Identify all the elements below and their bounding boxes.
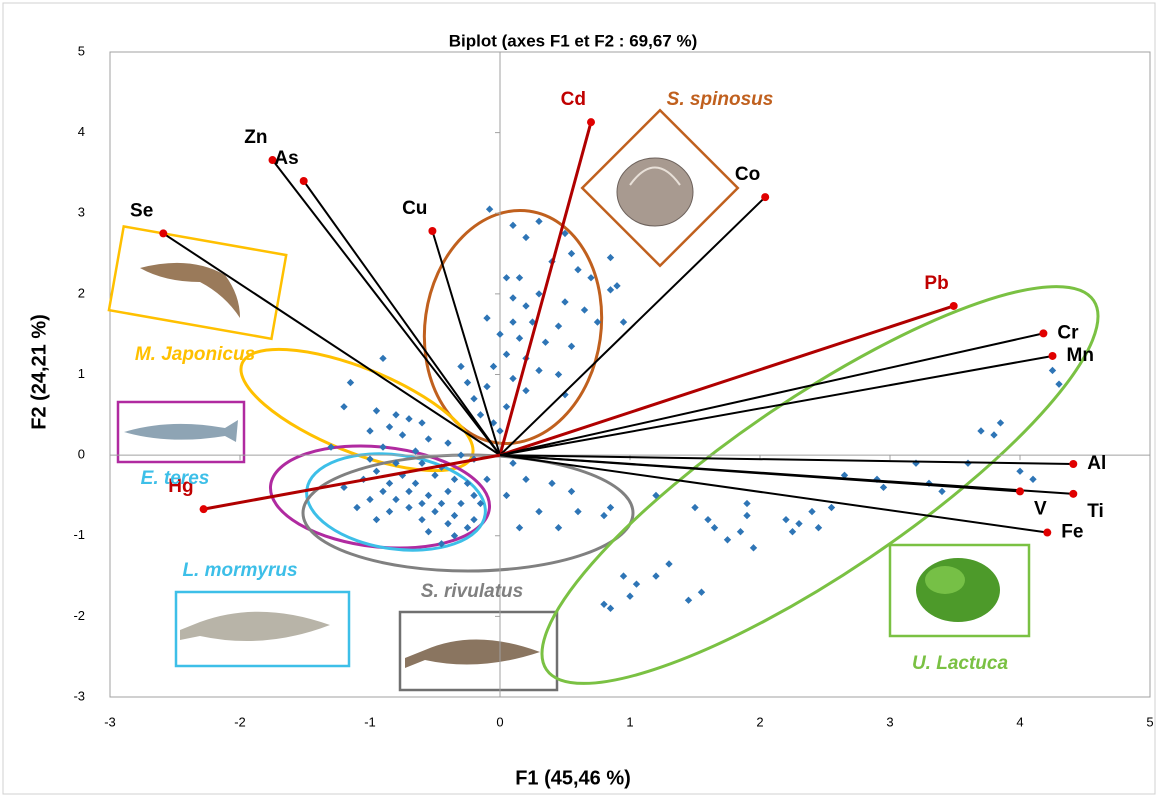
vector-tip [761,193,769,201]
group-label: E. teres [141,468,210,489]
vector-label: Pb [924,273,948,294]
x-tick-label: 1 [626,714,633,729]
vector-tip [1069,460,1077,468]
y-tick-label: -1 [73,527,85,542]
x-tick-label: 2 [756,714,763,729]
y-tick-label: 4 [78,124,85,139]
vector-tip [159,229,167,237]
y-tick-label: 2 [78,285,85,300]
vector-label: Cd [561,89,586,110]
y-tick-label: -3 [73,688,85,703]
y-tick-label: 1 [78,366,85,381]
x-tick-label: 0 [496,714,503,729]
vector-tip [300,177,308,185]
group-label: S. rivulatus [421,581,523,602]
x-axis-label: F1 (45,46 %) [515,767,631,789]
chart: Biplot (axes F1 et F2 : 69,67 %) F1 (45,… [0,0,1158,797]
vector-tip [1069,490,1077,498]
vector-label: Al [1087,453,1106,474]
group-label: L. mormyrus [182,560,297,581]
vector-tip [200,505,208,513]
y-tick-label: -2 [73,608,85,623]
x-tick-label: 4 [1016,714,1023,729]
vector-tip [1039,329,1047,337]
vector-label: Se [130,200,153,221]
vector-tip [1049,352,1057,360]
vector-tip [1016,487,1024,495]
y-tick-label: 3 [78,205,85,220]
vector-label: As [274,148,298,169]
vector-tip [950,302,958,310]
vector-label: Fe [1061,522,1083,543]
x-tick-label: 5 [1146,714,1153,729]
vector-tip [587,118,595,126]
vector-tip [428,227,436,235]
x-tick-label: -2 [234,714,246,729]
group-label: M. Japonicus [135,344,255,365]
vector-tip [1043,529,1051,537]
vector-label: Co [735,164,760,185]
vector-label: V [1034,498,1047,519]
y-tick-label: 5 [78,43,85,58]
chart-title: Biplot (axes F1 et F2 : 69,67 %) [449,31,697,50]
group-label: S. spinosus [667,89,774,110]
vector-label: Zn [244,127,267,148]
group-label: U. Lactuca [912,653,1009,674]
x-tick-label: -3 [104,714,116,729]
x-tick-label: -1 [364,714,376,729]
vector-label: Cu [402,198,427,219]
y-tick-label: 0 [78,447,85,462]
vector-label: Mn [1067,345,1094,366]
y-axis-label: F2 (24,21 %) [28,314,50,430]
vector-label: Cr [1057,322,1079,343]
vector-label: Ti [1087,501,1104,522]
x-tick-label: 3 [886,714,893,729]
